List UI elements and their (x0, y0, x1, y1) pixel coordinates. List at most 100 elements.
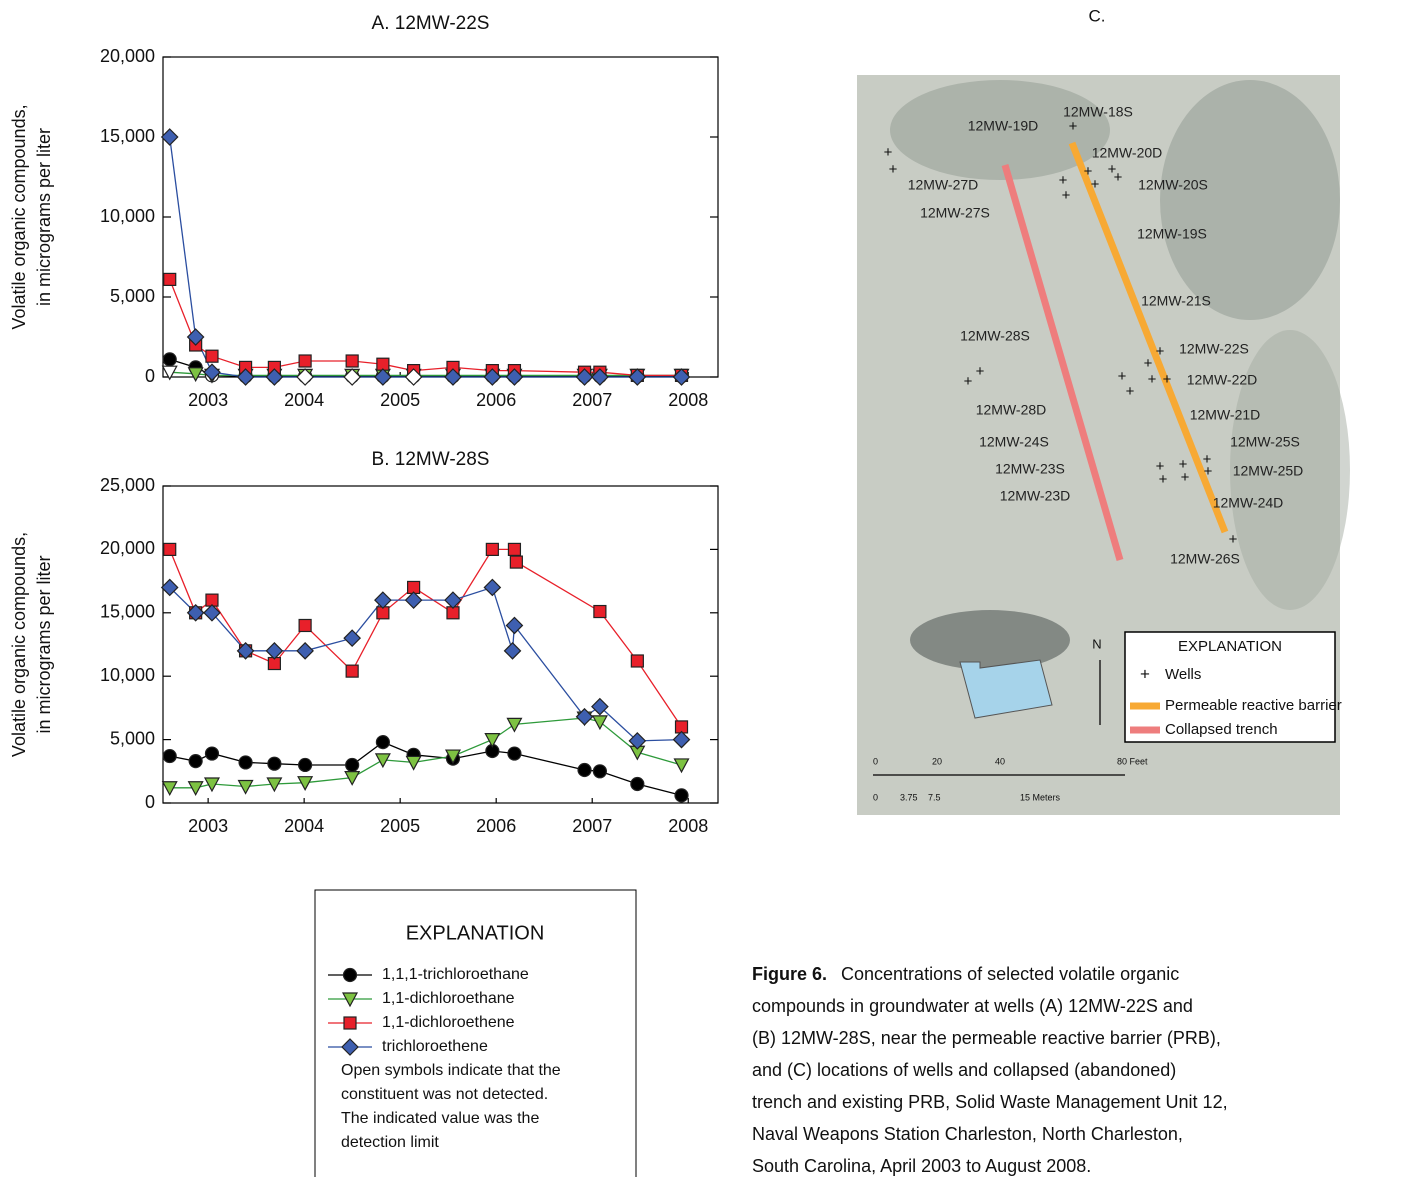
well-label: 12MW-23D (1000, 488, 1071, 504)
well-marker: + (964, 373, 973, 390)
scale-label: 0 (873, 792, 878, 802)
marker (505, 643, 521, 659)
well-marker: + (1059, 172, 1068, 189)
well-marker: + (1114, 169, 1123, 186)
map-legend-trench: Collapsed trench (1165, 721, 1278, 738)
caption-line: trench and existing PRB, Solid Waste Man… (752, 1092, 1228, 1112)
scale-label: 15 Meters (1020, 792, 1061, 802)
marker (593, 716, 607, 729)
marker (507, 718, 521, 731)
chart-title: B. 12MW-28S (372, 449, 490, 470)
well-marker: + (1091, 176, 1100, 193)
scale-label: 3.75 (900, 792, 918, 802)
well-marker: + (1181, 469, 1190, 486)
x-tick-label: 2007 (572, 390, 612, 410)
x-tick-label: 2007 (572, 816, 612, 836)
legend-label: 1,1,1-trichloroethane (382, 966, 529, 983)
marker (406, 592, 422, 608)
y-tick-label: 20,000 (100, 538, 155, 558)
marker (578, 764, 591, 777)
well-label: 12MW-20D (1092, 145, 1163, 161)
map-legend-wells: Wells (1165, 666, 1201, 683)
scale-label: 20 (932, 756, 942, 766)
well-marker: + (1229, 531, 1238, 548)
marker (674, 732, 690, 748)
x-tick-label: 2003 (188, 816, 228, 836)
legend-label: 1,1-dichloroethene (382, 1014, 515, 1031)
caption-label: Figure 6. (752, 964, 827, 984)
chart-title: A. 12MW-22S (372, 13, 490, 34)
marker (486, 543, 498, 555)
marker (508, 747, 521, 760)
x-tick-label: 2005 (380, 816, 420, 836)
marker (189, 755, 202, 768)
figure: C. EXPLANATION + Wells Permeable reactiv… (0, 0, 1401, 1177)
marker (508, 543, 520, 555)
well-label: 12MW-19D (968, 118, 1039, 134)
well-label: 12MW-18S (1063, 104, 1133, 120)
marker (299, 758, 312, 771)
scale-label: 40 (995, 756, 1005, 766)
well-marker: + (889, 161, 898, 178)
well-marker: + (1204, 463, 1213, 480)
x-tick-label: 2004 (284, 390, 324, 410)
well-marker: + (1156, 343, 1165, 360)
legend-note: constituent was not detected. (341, 1086, 548, 1103)
caption-line: Naval Weapons Station Charleston, North … (752, 1124, 1183, 1144)
legend-marker (344, 1017, 356, 1029)
scale-label: 0 (873, 756, 878, 766)
marker (162, 129, 178, 145)
legend-marker (344, 969, 357, 982)
marker (593, 765, 606, 778)
marker (631, 655, 643, 667)
caption-line: (B) 12MW-28S, near the permeable reactiv… (752, 1028, 1221, 1048)
y-axis-label: in micrograms per liter (34, 128, 54, 306)
well-marker: + (1126, 383, 1135, 400)
caption: Figure 6. Concentrations of selected vola… (752, 964, 1179, 984)
well-label: 12MW-25S (1230, 434, 1300, 450)
scale-label: 7.5 (928, 792, 941, 802)
map-legend-title: EXPLANATION (1178, 638, 1282, 655)
series-line (170, 718, 682, 788)
legend-note: detection limit (341, 1134, 439, 1151)
caption-line: Concentrations of selected volatile orga… (841, 964, 1179, 984)
y-axis-label: in micrograms per liter (34, 555, 54, 733)
marker (164, 543, 176, 555)
x-tick-label: 2008 (668, 390, 708, 410)
y-axis-label: Volatile organic compounds, (9, 532, 29, 757)
y-tick-label: 10,000 (100, 206, 155, 226)
marker (239, 781, 253, 794)
well-label: 12MW-28S (960, 328, 1030, 344)
marker (239, 756, 252, 769)
plot-frame (163, 57, 718, 377)
legend-note: The indicated value was the (341, 1110, 539, 1127)
well-label: 12MW-28D (976, 402, 1047, 418)
panel-title: C. (1089, 6, 1106, 25)
marker (164, 273, 176, 285)
well-label: 12MW-27S (920, 205, 990, 221)
marker (299, 619, 311, 631)
marker (577, 709, 593, 725)
marker (375, 592, 391, 608)
marker (407, 756, 421, 769)
well-label: 12MW-21D (1190, 407, 1261, 423)
y-tick-label: 5,000 (110, 286, 155, 306)
marker (675, 759, 689, 772)
marker (376, 736, 389, 749)
well-label: 12MW-20S (1138, 177, 1208, 193)
marker (344, 630, 360, 646)
well-symbol: + (1140, 664, 1150, 683)
well-marker: + (1144, 355, 1153, 372)
well-marker: + (1159, 471, 1168, 488)
well-marker: + (1069, 118, 1078, 135)
well-label: 12MW-23S (995, 461, 1065, 477)
legend-title: EXPLANATION (406, 922, 545, 944)
well-label: 12MW-26S (1170, 551, 1240, 567)
marker (445, 592, 461, 608)
marker (510, 556, 522, 568)
marker (485, 734, 499, 747)
well-label: 12MW-27D (908, 177, 979, 193)
well-label: 12MW-24S (979, 434, 1049, 450)
y-tick-label: 20,000 (100, 46, 155, 66)
x-tick-label: 2005 (380, 390, 420, 410)
